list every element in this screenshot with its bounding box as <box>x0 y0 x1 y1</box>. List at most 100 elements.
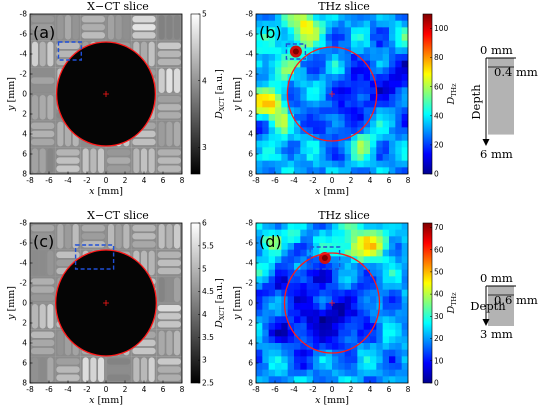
x-tick-label: 6 <box>387 176 392 185</box>
image-area <box>30 14 182 174</box>
y-tick-label: 0 <box>22 299 27 308</box>
y-tick-label: 2 <box>248 319 253 328</box>
y-tick-label: -4 <box>20 50 28 59</box>
y-tick-label: -8 <box>246 219 254 228</box>
colorbar-tick-label: 60 <box>434 245 444 254</box>
y-tick-label: 6 <box>248 359 253 368</box>
panel-label: (a) <box>33 23 55 42</box>
y-tick-label: 0 <box>22 90 27 99</box>
depth-slab <box>488 58 514 135</box>
x-tick-label: 6 <box>387 385 392 394</box>
y-tick-label: 8 <box>22 379 27 388</box>
x-tick-label: -6 <box>45 176 53 185</box>
colorbar-label: DTHz <box>446 292 458 315</box>
center-marker <box>103 300 109 306</box>
y-tick-label: 2 <box>248 110 253 119</box>
depth-bottom-label: 6 mm <box>480 147 513 161</box>
y-tick-label: -8 <box>20 10 28 19</box>
x-tick-label: -8 <box>252 385 260 394</box>
y-tick-label: -8 <box>246 10 254 19</box>
x-tick-label: 0 <box>104 385 109 394</box>
center-marker <box>329 91 335 97</box>
colorbar-tick-label: 3 <box>202 143 207 152</box>
y-axis-label: y [mm] <box>6 77 17 112</box>
depth-label: Depth <box>469 84 483 120</box>
x-tick-label: 4 <box>142 176 147 185</box>
x-tick-label: -8 <box>252 176 260 185</box>
dashed-box <box>57 41 82 61</box>
x-tick-label: -2 <box>83 385 91 394</box>
y-tick-label: 2 <box>22 110 27 119</box>
panel-label: (c) <box>33 232 54 251</box>
x-tick-label: 2 <box>349 385 354 394</box>
defect-circle <box>283 252 381 354</box>
y-tick-label: 6 <box>248 150 253 159</box>
colorbar-tick-label: 30 <box>434 312 444 321</box>
colorbar-tick-label: 40 <box>434 290 444 299</box>
dashed-box <box>309 246 341 270</box>
x-tick-label: -4 <box>290 385 298 394</box>
panel-title: THz slice <box>318 209 370 222</box>
y-tick-label: -2 <box>20 70 28 79</box>
colorbar-label: DXCT [a.u.] <box>214 278 226 329</box>
center-marker <box>329 300 335 306</box>
y-tick-label: -4 <box>20 259 28 268</box>
y-tick-label: 4 <box>248 339 253 348</box>
panel-title: X−CT slice <box>87 0 149 13</box>
x-tick-label: -2 <box>309 176 317 185</box>
y-tick-label: 6 <box>22 359 27 368</box>
colorbar-tick-label: 2.5 <box>202 379 214 388</box>
colorbar-tick-label: 80 <box>434 53 444 62</box>
colorbar-tick-label: 100 <box>434 24 449 33</box>
panel-title: X−CT slice <box>87 209 149 222</box>
x-tick-label: 8 <box>406 176 411 185</box>
x-tick-label: 8 <box>180 385 185 394</box>
colorbar-tick-label: 6 <box>202 219 207 228</box>
x-tick-label: 8 <box>406 385 411 394</box>
colorbar-tick-label: 4 <box>202 76 207 85</box>
x-tick-label: 2 <box>349 176 354 185</box>
y-tick-label: 6 <box>22 150 27 159</box>
y-tick-label: -4 <box>246 259 254 268</box>
colorbar-tick-label: 20 <box>434 334 444 343</box>
depth-label: Depth <box>470 299 506 313</box>
y-tick-label: 8 <box>248 170 253 179</box>
y-tick-label: -2 <box>246 70 254 79</box>
dashed-box <box>285 43 307 60</box>
x-tick-label: -2 <box>309 385 317 394</box>
x-tick-label: -6 <box>271 176 279 185</box>
colorbar-tick-label: 4.5 <box>202 287 214 296</box>
y-tick-label: 4 <box>248 130 253 139</box>
depth-top-label: 0 mm <box>480 43 513 57</box>
colorbar-tick-label: 4 <box>202 310 207 319</box>
colorbar-tick-label: 10 <box>434 356 444 365</box>
depth-thickness-label: 0.4 mm <box>494 65 538 79</box>
y-tick-label: -8 <box>20 219 28 228</box>
y-tick-label: 4 <box>22 130 27 139</box>
depth-arrow <box>482 139 490 146</box>
depth-schematic-d: 0 mm 0.6 mm 3 mm Depth <box>470 271 538 341</box>
x-tick-label: 6 <box>161 176 166 185</box>
colorbar-tick-label: 70 <box>434 223 444 232</box>
y-tick-label: -6 <box>246 30 254 39</box>
center-marker <box>103 91 109 97</box>
colorbar-label: DTHz <box>446 83 458 106</box>
defect-circle <box>286 46 378 142</box>
colorbar-tick-label: 5 <box>202 264 207 273</box>
x-tick-label: -6 <box>45 385 53 394</box>
x-tick-label: -4 <box>64 385 72 394</box>
x-axis-label: x [mm] <box>89 395 123 406</box>
defect-circle <box>55 249 157 357</box>
x-tick-label: 4 <box>142 385 147 394</box>
colorbar <box>190 222 201 384</box>
x-axis-label: x [mm] <box>315 186 349 197</box>
depth-schematic-b: 0 mm 0.4 mm 6 mm Depth <box>469 43 538 161</box>
x-tick-label: 2 <box>123 385 128 394</box>
x-axis-label: x [mm] <box>315 395 349 406</box>
y-axis-label: y [mm] <box>232 286 243 321</box>
x-tick-label: -6 <box>271 385 279 394</box>
depth-slab <box>488 286 514 326</box>
y-tick-label: 0 <box>248 90 253 99</box>
